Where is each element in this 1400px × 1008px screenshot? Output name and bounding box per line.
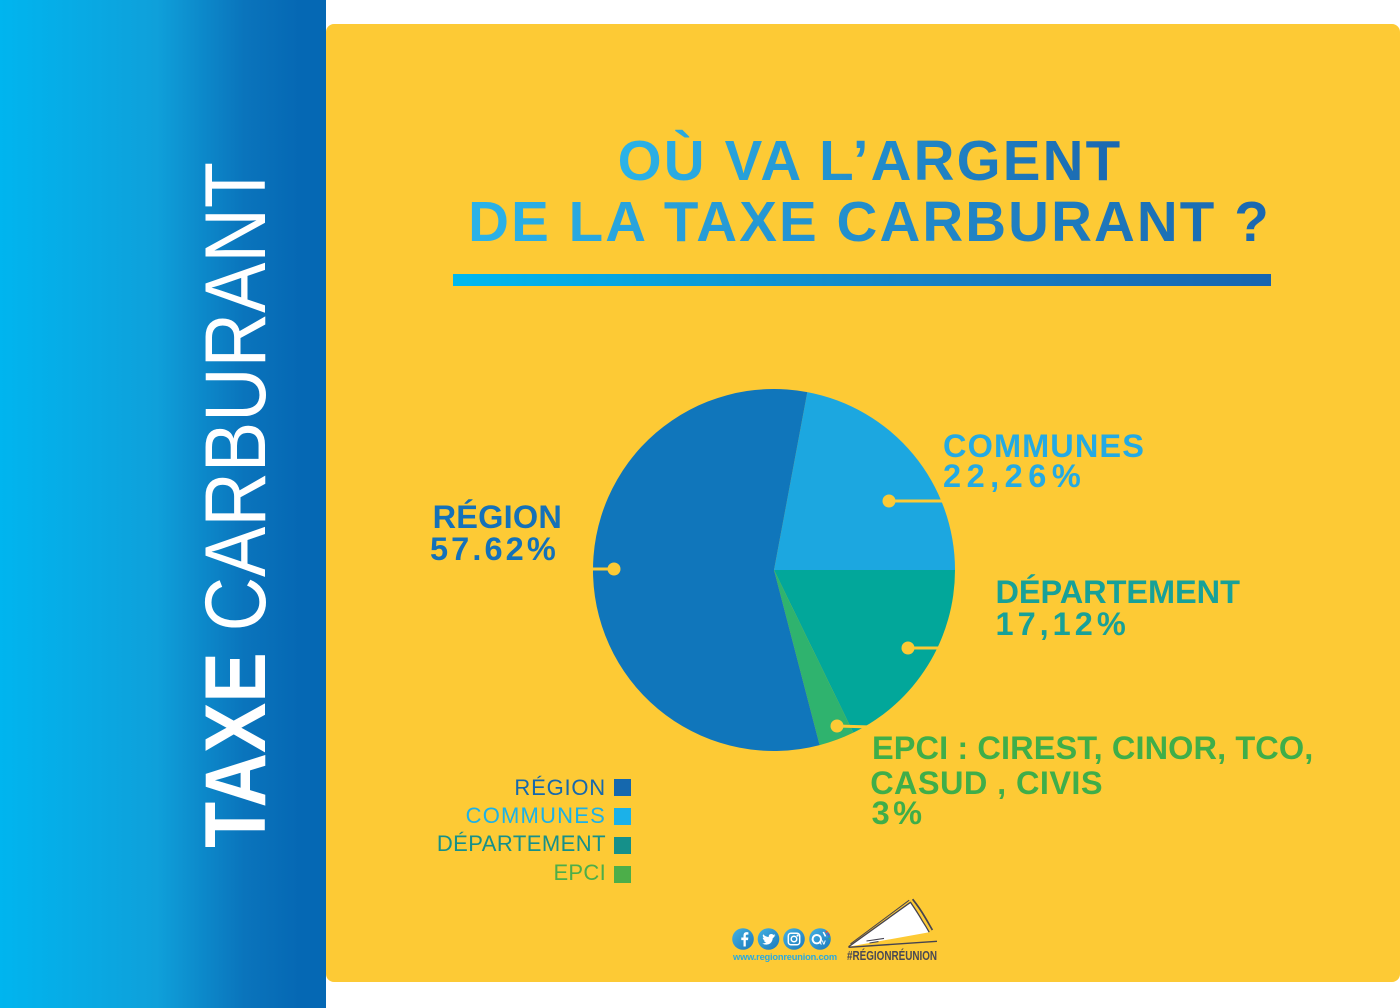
svg-text:tv: tv xyxy=(820,939,826,946)
